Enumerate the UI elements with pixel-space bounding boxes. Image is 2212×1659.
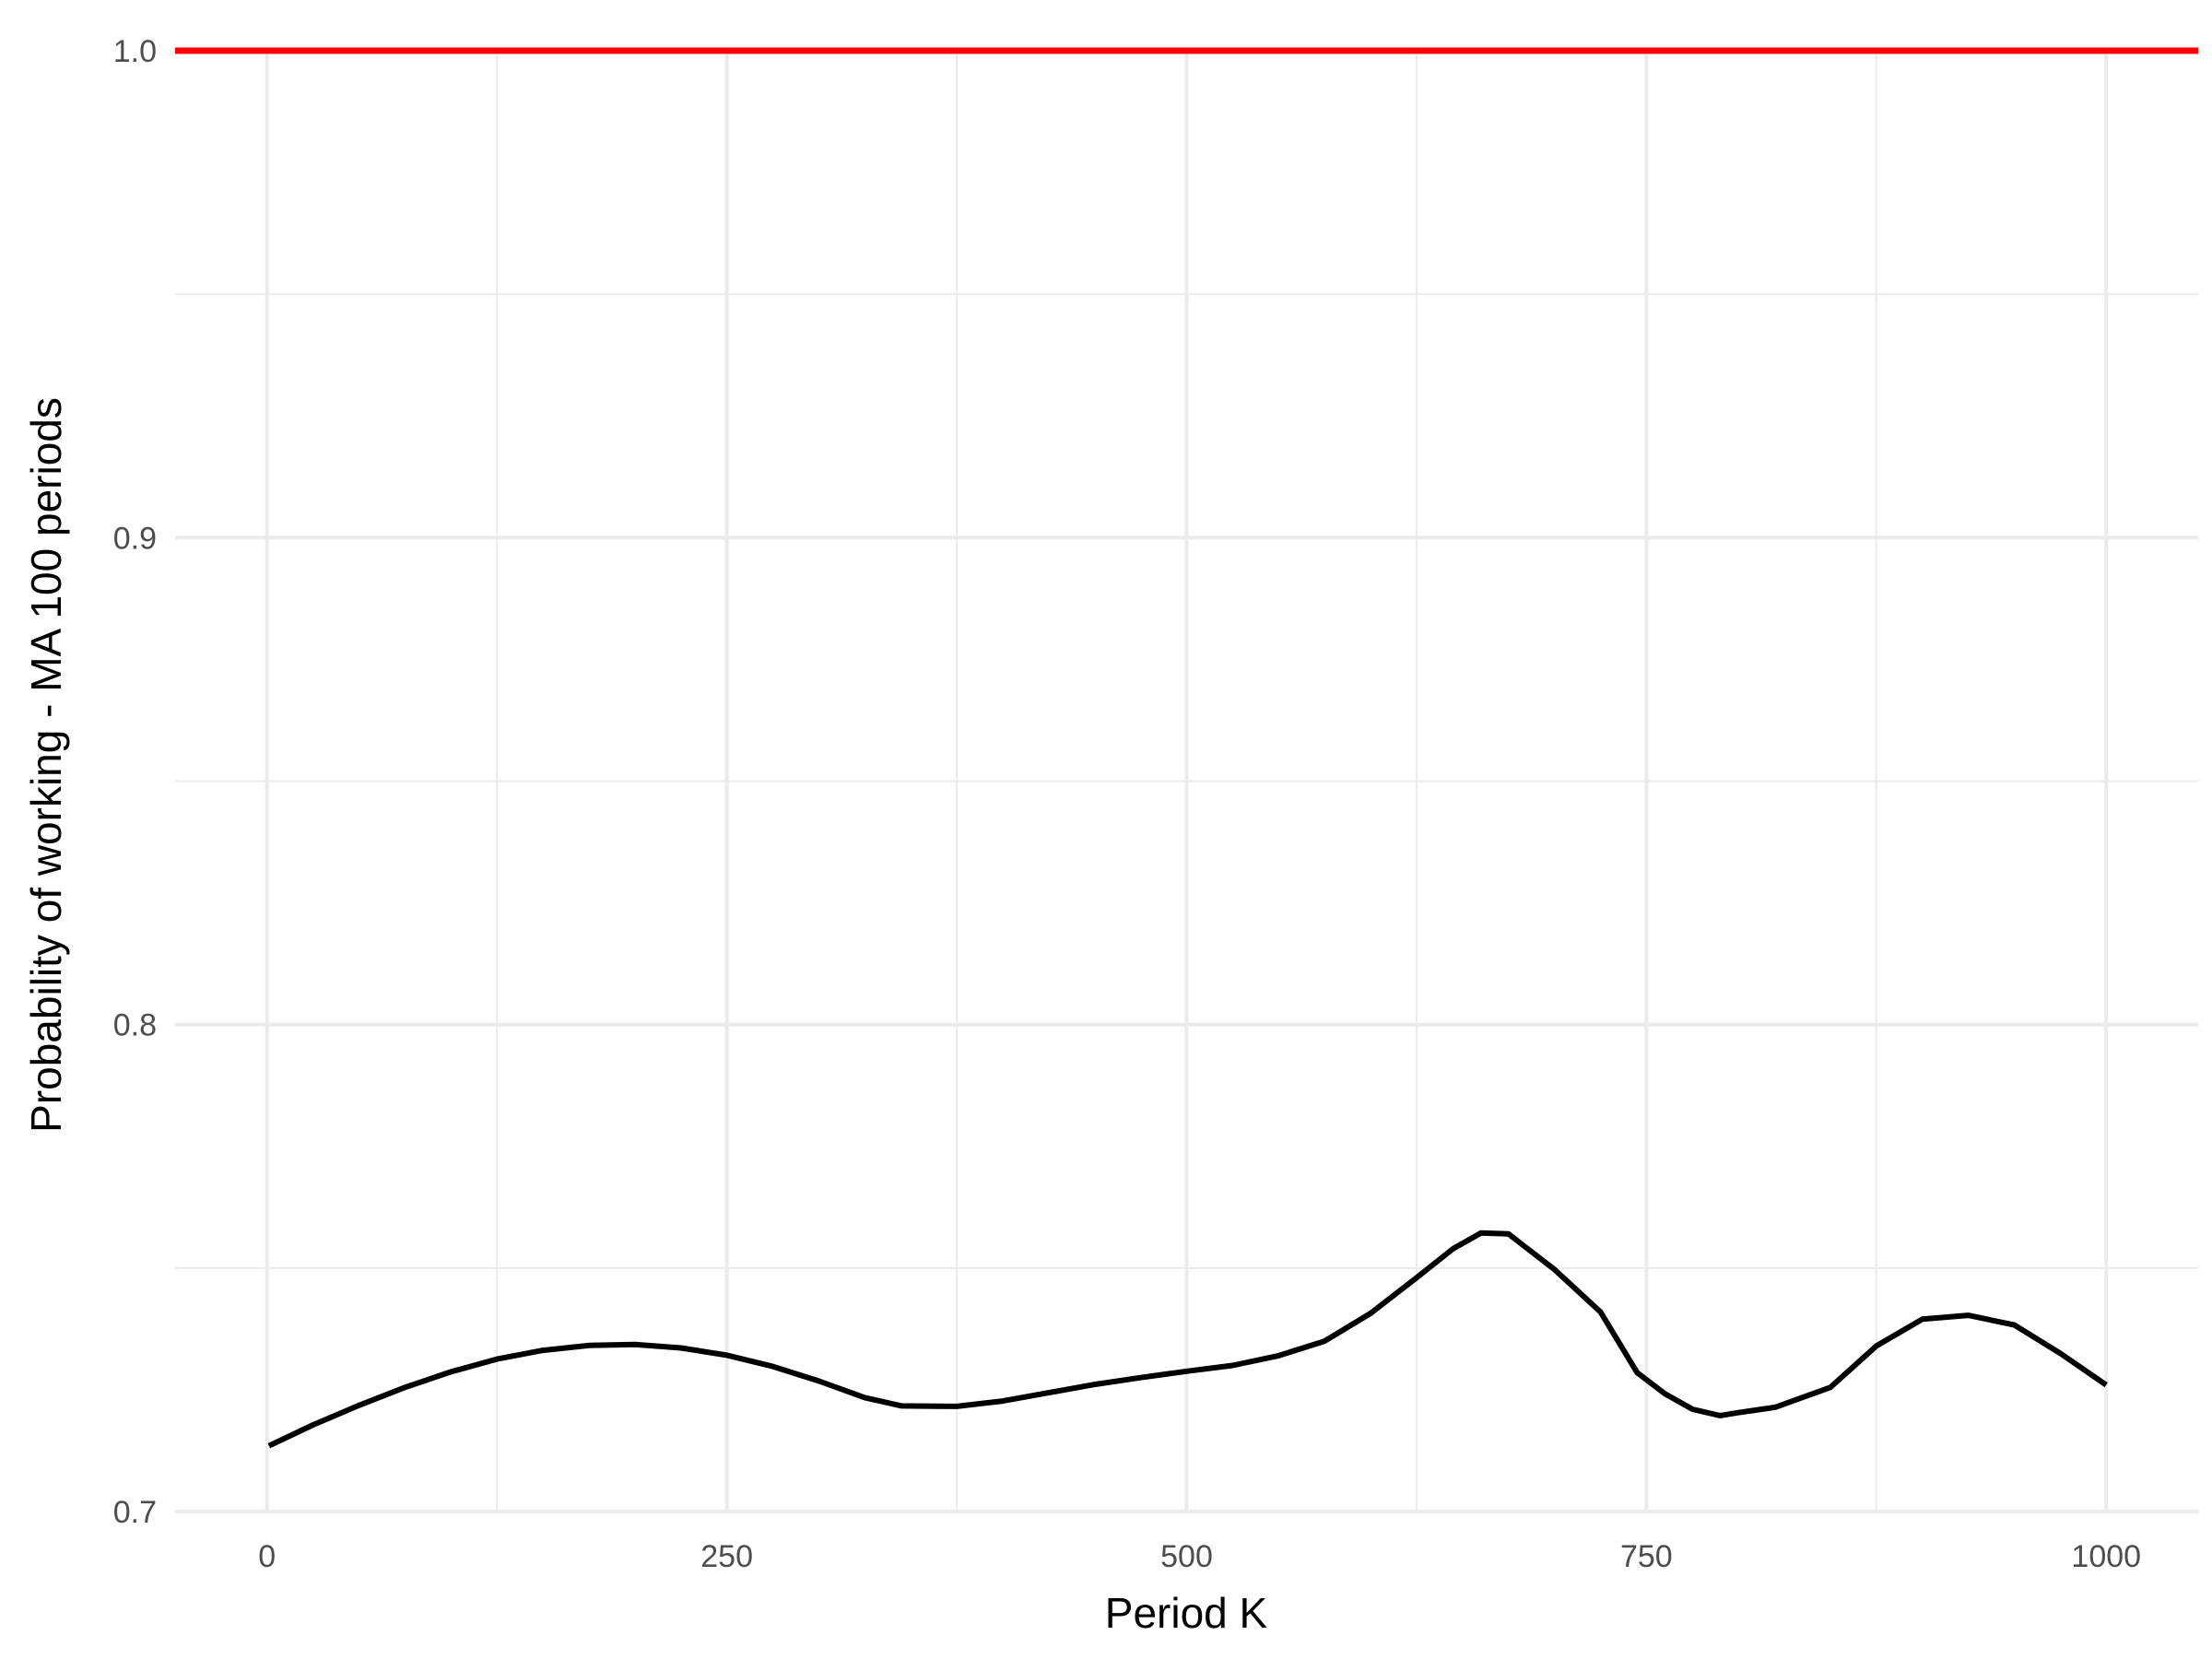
y-axis-title: Probability of working - MA 100 periods [22, 397, 70, 1133]
x-tick-label: 500 [1160, 1539, 1213, 1574]
y-axis-ticks: 0.7 0.8 0.9 1.0 [113, 34, 157, 1530]
series-layer [267, 1230, 2108, 1449]
x-axis-ticks: 0 250 500 750 1000 [258, 1539, 2141, 1574]
x-tick-label: 750 [1620, 1539, 1673, 1574]
x-tick-label: 1000 [2071, 1539, 2141, 1574]
y-tick-label: 0.9 [113, 521, 157, 556]
x-tick-label: 0 [258, 1539, 276, 1574]
x-axis-title: Period K [1105, 1589, 1268, 1637]
y-tick-label: 0.8 [113, 1008, 157, 1043]
y-tick-label: 1.0 [113, 34, 157, 69]
x-tick-label: 250 [700, 1539, 753, 1574]
major-gridlines [175, 49, 2198, 1513]
y-tick-label: 0.7 [113, 1495, 157, 1530]
data-series-line [267, 1230, 2108, 1449]
